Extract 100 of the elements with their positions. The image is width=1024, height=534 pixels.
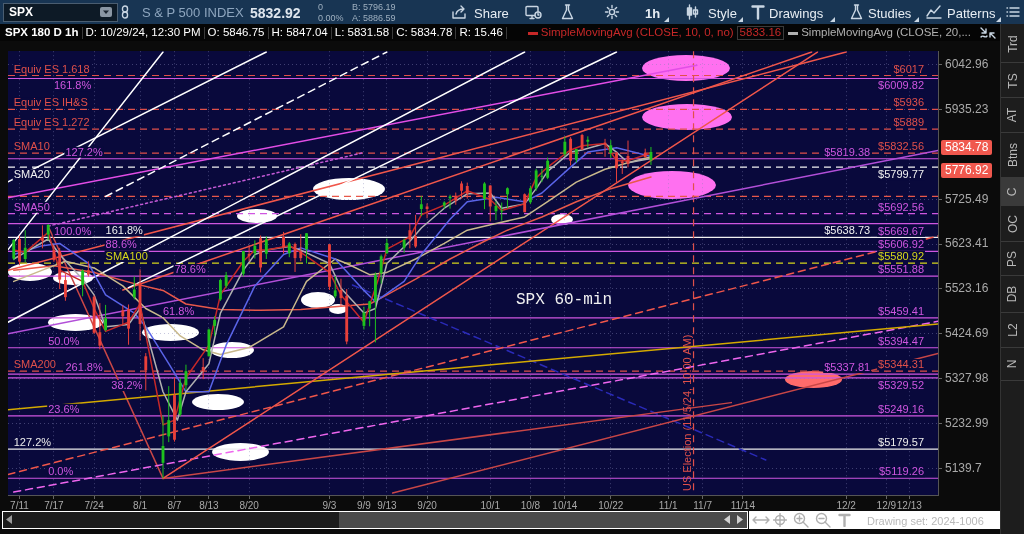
- text: H: 5847.04: [268, 26, 332, 39]
- text: 5832.92: [250, 5, 301, 21]
- annotation: 161.8%: [53, 79, 92, 92]
- text: L2: [1005, 323, 1020, 337]
- y-tick-label: 5424.69: [945, 326, 989, 341]
- ref-line-label: $6017: [893, 62, 925, 75]
- x-tick-label: 8/20: [239, 499, 260, 511]
- y-tick-label: 5523.16: [945, 281, 989, 296]
- text: C: 5834.78: [393, 26, 457, 39]
- annotation: 261.8%: [65, 361, 103, 374]
- x-tick-label: 9/13: [377, 499, 398, 511]
- text: O: 5846.75: [204, 26, 269, 39]
- ref-line-label: $5394.47: [878, 334, 925, 347]
- x-tick-label: 10/1: [480, 499, 501, 511]
- annotation: Equiv ES 1.618: [13, 62, 90, 75]
- text: PS: [1005, 250, 1020, 267]
- ref-line-label: $5344.31: [878, 358, 925, 371]
- annotation: SMA200: [13, 358, 56, 371]
- y-tick-label: 6042.96: [945, 57, 989, 72]
- ref-line-label: $5799.77: [878, 168, 925, 181]
- text: Studies: [868, 6, 912, 21]
- ref-line-label: $5179.57: [878, 436, 925, 449]
- x-tick-label: 7/17: [44, 499, 65, 511]
- annotation: 50.0%: [48, 334, 80, 347]
- ref-line-label: $5606.92: [878, 238, 925, 251]
- annotation: 23.6%: [48, 402, 80, 415]
- text: B: 5796.19: [352, 2, 396, 12]
- annotation: SMA100: [105, 250, 148, 263]
- x-tick-label: 12/9: [876, 499, 897, 511]
- text: Trd: [1005, 34, 1020, 53]
- ref-line-label: $5819.38: [824, 145, 871, 158]
- annotation: SPX 60-min: [516, 291, 613, 309]
- x-tick-label: 7/24: [84, 499, 105, 511]
- x-tick-label: 10/14: [552, 499, 578, 511]
- ref-line-label: $5459.41: [878, 304, 925, 317]
- text: SimpleMovingAvg (CLOSE, 20,...: [800, 26, 972, 39]
- text: L: 5831.58: [331, 26, 394, 39]
- text: 0: [318, 2, 324, 12]
- x-tick-label: 8/1: [133, 499, 148, 511]
- x-tick-label: 10/8: [520, 499, 541, 511]
- text: 5834.78: [941, 140, 993, 155]
- text: SimpleMovingAvg (CLOSE, 10, 0, no): [539, 26, 735, 39]
- text: DB: [1005, 285, 1020, 303]
- text: SPX 180 D 1h: [2, 26, 83, 39]
- text: 1h: [645, 6, 661, 21]
- annotation: SMA50: [13, 200, 50, 213]
- ref-line-label: $5669.67: [878, 224, 925, 237]
- ref-line-label: US Election (11/5/24, 10:00 AM): [680, 334, 693, 491]
- chart-title: SPX: [9, 5, 34, 19]
- chart-subtitle: S & P 500 INDEX: [142, 5, 244, 20]
- y-tick-label: 5725.49: [945, 191, 989, 206]
- ref-line-label: $6009.82: [878, 79, 925, 92]
- text: TS: [1005, 72, 1020, 89]
- annotation: Equiv ES IH&S: [13, 96, 88, 109]
- text: Share: [474, 6, 509, 21]
- y-tick-label: 5327.98: [945, 370, 989, 385]
- ref-line-label: $5119.26: [878, 465, 925, 478]
- ref-line-label: $5832.56: [878, 140, 925, 153]
- annotation: 61.8%: [163, 304, 195, 317]
- x-tick-label: 7/11: [10, 499, 30, 511]
- x-tick-label: 11/7: [693, 499, 713, 511]
- y-tick-label: 5232.99: [945, 415, 989, 430]
- ref-line-label: $5580.92: [878, 250, 925, 263]
- ref-line-label: $5889: [893, 116, 925, 129]
- x-tick-label: 9/3: [322, 499, 337, 511]
- x-tick-label: 12/13: [896, 499, 923, 511]
- y-tick-label: 5139.7: [945, 460, 983, 475]
- annotation: 38.2%: [111, 378, 143, 391]
- ref-line-label: $5551.88: [878, 263, 925, 276]
- text: Style: [708, 6, 737, 21]
- text: AT: [1005, 107, 1020, 123]
- y-tick-label: 5935.23: [945, 101, 989, 116]
- text: A: 5886.59: [352, 13, 396, 23]
- text: Drawing set: 2024-1006: [867, 515, 984, 527]
- text: R: 15.46: [456, 26, 507, 39]
- annotation: 0.0%: [48, 465, 74, 478]
- x-tick-label: 9/9: [356, 499, 372, 511]
- x-tick-label: 10/22: [598, 499, 624, 511]
- text: D: 10/29/24, 12:30 PM: [82, 26, 205, 39]
- ref-line-label: $5638.73: [824, 224, 871, 237]
- annotation: SMA10: [13, 140, 50, 153]
- ref-line-label: $5692.56: [878, 200, 925, 213]
- annotation: 127.2%: [13, 436, 52, 449]
- annotation: 127.2%: [65, 145, 103, 158]
- annotation: 161.8%: [105, 224, 144, 237]
- text: Btns: [1005, 142, 1020, 168]
- annotation: 88.6%: [105, 238, 137, 251]
- text: C: [1005, 187, 1020, 196]
- text: 5833.16: [736, 26, 785, 40]
- x-tick-label: 8/13: [199, 499, 220, 511]
- text: Drawings: [769, 6, 824, 21]
- text: N: [1005, 359, 1020, 369]
- x-tick-label: 8/7: [167, 499, 182, 511]
- text: 5776.92: [941, 163, 993, 178]
- annotation: 100.0%: [53, 224, 92, 237]
- annotation: 78.6%: [174, 263, 206, 276]
- annotation: Equiv ES 1.272: [13, 116, 90, 129]
- annotation: SMA20: [13, 168, 50, 181]
- x-tick-label: 11/14: [730, 499, 756, 511]
- y-tick-label: 5623.41: [945, 236, 989, 251]
